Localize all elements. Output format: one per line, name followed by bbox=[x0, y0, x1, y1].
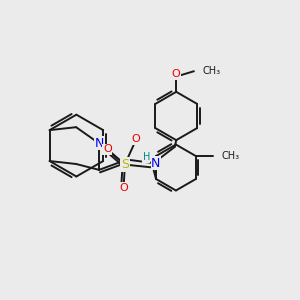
Text: CH₃: CH₃ bbox=[202, 66, 220, 76]
Text: O: O bbox=[103, 144, 112, 154]
Text: O: O bbox=[172, 69, 181, 79]
Text: CH₃: CH₃ bbox=[222, 151, 240, 161]
Text: N: N bbox=[151, 157, 160, 169]
Text: O: O bbox=[119, 182, 128, 193]
Text: N: N bbox=[94, 137, 104, 150]
Text: O: O bbox=[131, 134, 140, 144]
Text: H: H bbox=[142, 152, 150, 162]
Text: S: S bbox=[121, 158, 129, 171]
